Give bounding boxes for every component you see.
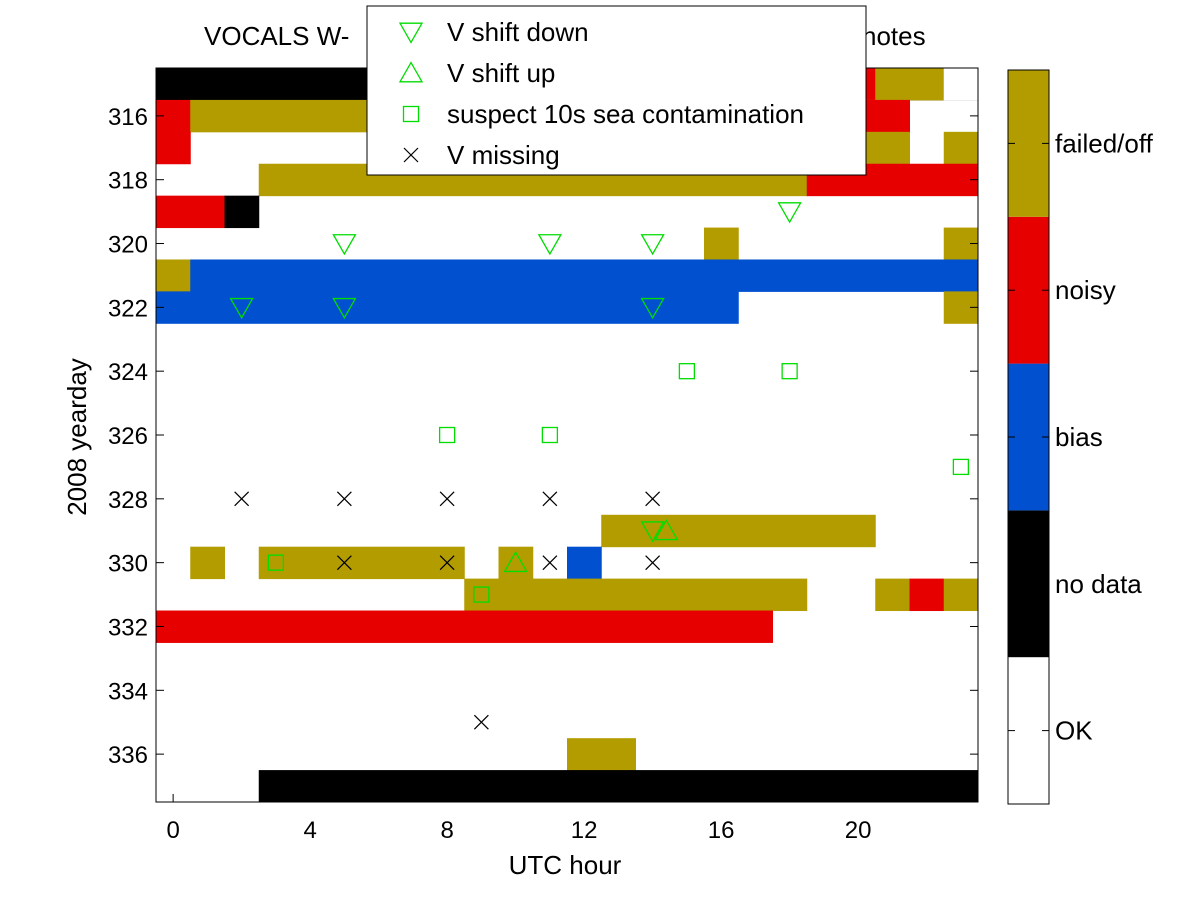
x-tick-label: 0 [166, 817, 179, 844]
x-marker [645, 491, 661, 507]
legend: V shift down V shift up suspect 10s sea co… [366, 5, 867, 176]
x-tick-label: 20 [845, 817, 872, 844]
colorbar-label: no data [1055, 569, 1142, 599]
square-marker [678, 363, 696, 380]
square-marker [438, 426, 456, 444]
x-tick-label: 4 [303, 817, 316, 844]
y-tick-label: 332 [108, 614, 148, 641]
heatmap-cell-321-1 [190, 259, 979, 292]
x-tick-label: 16 [708, 817, 735, 844]
heatmap-cell-320-16 [704, 227, 739, 260]
legend-triangle-up-icon [398, 61, 424, 83]
heatmap-cell-331-23 [943, 578, 979, 612]
heatmap-cell-331-21 [875, 578, 910, 612]
heatmap-cell-319-2 [224, 195, 260, 229]
legend-box [366, 5, 867, 176]
y-tick-label: 326 [108, 423, 148, 450]
x-marker [542, 555, 558, 571]
x-axis-label: UTC hour [509, 850, 622, 880]
legend-triangle-down-icon [398, 22, 424, 44]
y-tick-label: 334 [108, 678, 148, 705]
x-tick-label: 12 [571, 817, 598, 844]
x-marker [234, 491, 250, 507]
y-tick-label: 328 [108, 487, 148, 514]
triangle-down-marker [332, 234, 357, 256]
y-tick-label: 336 [108, 742, 148, 769]
triangle-up-marker [503, 550, 528, 573]
heatmap-cell-332-0 [156, 610, 773, 643]
heatmap-cell-330-1 [190, 546, 225, 580]
triangle-down-marker [640, 521, 665, 543]
square-marker [267, 554, 285, 571]
heatmap-cell-317-0 [156, 131, 191, 165]
chart-title-right: notes [862, 21, 926, 51]
colorbar-label: OK [1055, 716, 1093, 746]
heatmap-cell-330-12 [567, 546, 602, 580]
y-tick-label: 324 [108, 359, 148, 386]
triangle-up-marker [654, 518, 679, 541]
colorbar-label: noisy [1055, 275, 1116, 305]
x-tick-label: 8 [440, 817, 453, 844]
x-marker [645, 555, 661, 571]
x-marker [336, 491, 352, 507]
legend-square-icon [402, 105, 420, 123]
x-marker [473, 714, 489, 730]
y-tick-label: 320 [108, 232, 148, 259]
heatmap-cell-317-23 [943, 131, 979, 165]
legend-label: V shift up [447, 58, 555, 88]
heatmap-cell-319-0 [156, 195, 225, 229]
chart-title-left: VOCALS W- [204, 21, 349, 51]
x-marker [336, 555, 352, 571]
triangle-down-marker [537, 234, 562, 256]
y-tick-label: 330 [108, 551, 148, 578]
axis-ticks: 0 4 8 12 16 20 316 318 320 322 324 326 328 330 332 334 3… [108, 68, 978, 844]
square-marker [781, 363, 798, 380]
colorbar: OK no data bias noisy failed/off [1007, 69, 1154, 805]
colorbar-label: bias [1055, 422, 1103, 452]
square-marker [541, 426, 559, 444]
markers [229, 202, 970, 730]
legend-label: V missing [447, 140, 560, 170]
heatmap-cell-321-0 [156, 259, 191, 292]
square-marker [473, 586, 490, 603]
y-tick-label: 322 [108, 295, 148, 322]
triangle-down-marker [640, 234, 665, 256]
x-marker [439, 491, 455, 507]
legend-label: V shift down [447, 17, 589, 47]
triangle-down-marker [777, 202, 802, 224]
y-tick-label: 316 [108, 104, 148, 131]
heatmap-cell-337-3 [258, 770, 979, 803]
y-tick-label: 318 [108, 168, 148, 195]
heatmap-cell-315-21 [875, 68, 945, 101]
colorbar-label: failed/off [1055, 128, 1154, 158]
triangle-down-marker [332, 297, 357, 320]
heatmap-cell-330-3 [258, 546, 465, 580]
legend-x-icon [403, 147, 419, 163]
x-marker [542, 491, 558, 507]
heatmap-cell-315-23 [943, 68, 979, 101]
heatmap-cell-329-13 [601, 514, 876, 548]
triangle-down-marker [229, 297, 254, 320]
triangle-down-marker [640, 297, 665, 320]
heatmap-cell-331-9 [464, 578, 808, 612]
y-axis-label: 2008 yearday [62, 358, 92, 516]
heatmap-cell-322-0 [156, 291, 739, 324]
heatmap-cells [156, 68, 979, 803]
heatmap-cell-331-22 [909, 578, 945, 612]
heatmap-cell-336-12 [567, 738, 636, 771]
legend-label: suspect 10s sea contamination [447, 99, 804, 129]
x-marker [439, 555, 455, 571]
square-marker [952, 458, 970, 476]
